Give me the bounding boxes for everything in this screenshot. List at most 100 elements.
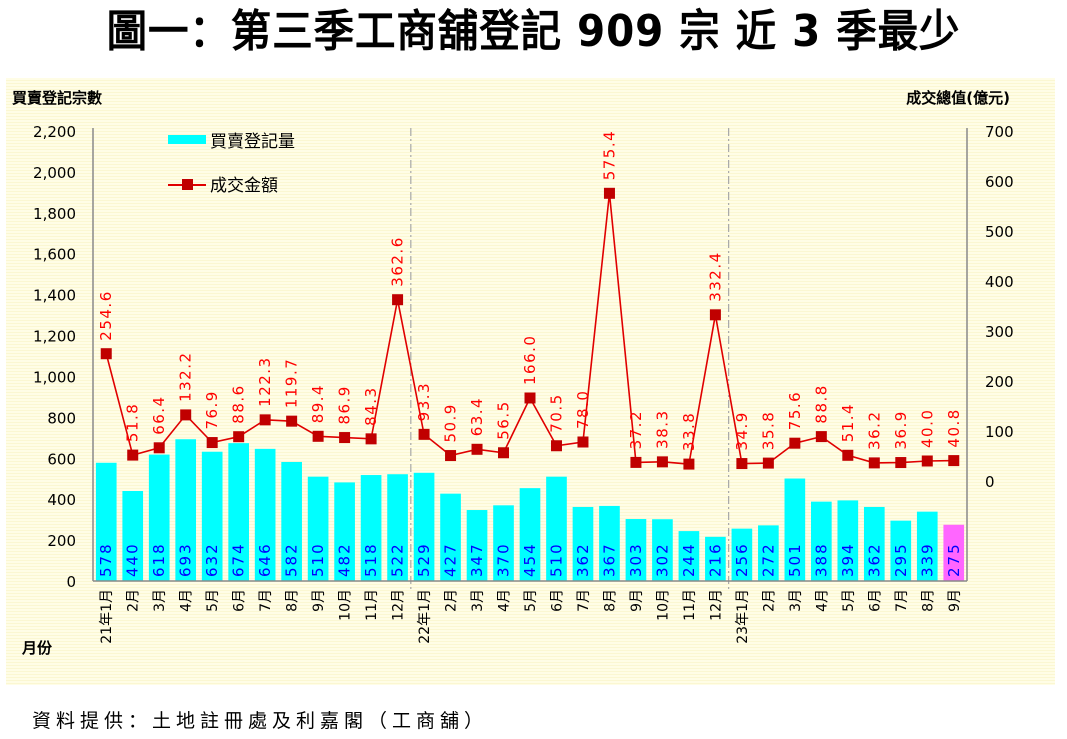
line-marker (259, 414, 271, 426)
line-marker (921, 455, 933, 467)
bar (916, 511, 938, 581)
x-tick-label: 3月 (470, 589, 486, 612)
left-tick-label: 400 (47, 491, 76, 509)
bar-value-label: 362 (574, 542, 592, 577)
line-marker (100, 348, 112, 360)
line-marker (153, 442, 165, 454)
tick-labels: 0 200 400 600 800 1,000 1,200 1,400 1,600 1,800 2,… (33, 123, 1014, 644)
bar-value-label: 674 (230, 542, 248, 577)
bar-value-label: 216 (706, 542, 724, 577)
legend-bar-swatch (168, 135, 206, 144)
left-tick-label: 2,000 (33, 164, 76, 182)
line-marker (815, 431, 827, 443)
bar-value-label: 303 (627, 542, 645, 577)
line-value-label: 36.2 (865, 410, 883, 449)
x-tick-label: 5月 (205, 589, 221, 612)
bar (307, 476, 329, 581)
right-tick-label: 400 (985, 273, 1014, 291)
left-tick-label: 0 (66, 573, 76, 591)
line-value-label: 93.3 (415, 382, 433, 421)
bar-value-label: 295 (892, 542, 910, 577)
bar (413, 472, 435, 581)
x-tick-label: 4月 (179, 589, 195, 612)
x-tick-label: 21年1月 (99, 589, 115, 644)
bar (652, 519, 673, 581)
x-tick-label: 6月 (867, 589, 883, 612)
legend-bar-label: 買賣登記量 (210, 132, 295, 152)
bar (837, 500, 859, 581)
x-tick-label: 22年1月 (417, 589, 433, 644)
line-value-label: 50.9 (442, 403, 460, 442)
line-marker (709, 309, 721, 321)
x-tick-label: 2月 (444, 589, 460, 612)
bar-value-label: 427 (442, 542, 460, 577)
axes (92, 128, 968, 582)
bar (122, 491, 144, 581)
bar-value-label: 510 (547, 542, 565, 577)
line-marker (418, 428, 430, 440)
x-tick-label: 9月 (629, 589, 645, 612)
bar-value-label: 518 (362, 542, 380, 577)
bar-value-label: 275 (945, 542, 963, 577)
year-dividers (410, 128, 730, 589)
bar-value-label: 388 (812, 542, 830, 577)
x-tick-label: 23年1月 (735, 589, 751, 644)
line-value-label: 51.8 (124, 403, 142, 442)
bar (890, 520, 912, 581)
left-tick-label: 1,800 (33, 205, 76, 223)
bar-value-label: 347 (468, 542, 486, 577)
x-tick-label: 5月 (523, 589, 539, 612)
bar (678, 531, 700, 581)
bar (228, 443, 249, 581)
line-value-label: 119.7 (283, 358, 301, 408)
bar (572, 506, 594, 581)
line-value-label: 575.4 (600, 130, 618, 180)
line-value-label: 40.8 (945, 408, 963, 447)
bar (546, 476, 567, 581)
line-value-label: 89.4 (309, 384, 327, 423)
line-marker (286, 415, 298, 427)
line-marker (948, 455, 960, 467)
line-value-label: 70.5 (547, 393, 565, 432)
line-value-label: 63.4 (468, 397, 486, 436)
x-axis-title: 月份 (21, 639, 53, 657)
line-marker (842, 449, 854, 461)
line-marker (895, 457, 907, 469)
line-marker (365, 433, 377, 445)
bar (360, 475, 382, 581)
line-marker (736, 458, 748, 470)
line-marker (656, 456, 668, 468)
line-value-label: 38.3 (653, 409, 671, 448)
x-tick-label: 12月 (708, 589, 724, 621)
bar-value-label: 693 (177, 542, 195, 577)
bar-value-label: 440 (124, 542, 142, 577)
bar-value-label: 522 (389, 542, 407, 577)
line-value-label: 122.3 (256, 356, 274, 406)
legend-line-marker (182, 179, 193, 190)
x-tick-label: 8月 (920, 589, 936, 612)
line-value-label: 75.6 (786, 391, 804, 430)
left-tick-label: 1,200 (33, 328, 76, 346)
line-marker (127, 449, 139, 461)
x-tick-label: 10月 (338, 589, 354, 621)
bar (440, 493, 461, 581)
x-tick-label: 4月 (814, 589, 830, 612)
line-marker (392, 294, 404, 306)
left-tick-label: 800 (47, 409, 76, 427)
bar-value-label: 501 (786, 542, 804, 577)
bar (599, 505, 620, 581)
line-marker (339, 432, 351, 444)
bar-value-label: 256 (733, 542, 751, 577)
line-value-label: 332.4 (706, 251, 724, 301)
x-tick-label: 9月 (311, 589, 327, 612)
line-marker (789, 437, 801, 449)
line-value-label: 34.9 (733, 411, 751, 450)
left-tick-label: 200 (47, 532, 76, 550)
right-tick-label: 300 (985, 323, 1014, 341)
bar-value-label: 578 (97, 542, 115, 577)
line-marker (577, 436, 589, 448)
line-marker (603, 187, 615, 199)
line-value-label: 362.6 (389, 236, 407, 286)
bar (466, 510, 488, 581)
